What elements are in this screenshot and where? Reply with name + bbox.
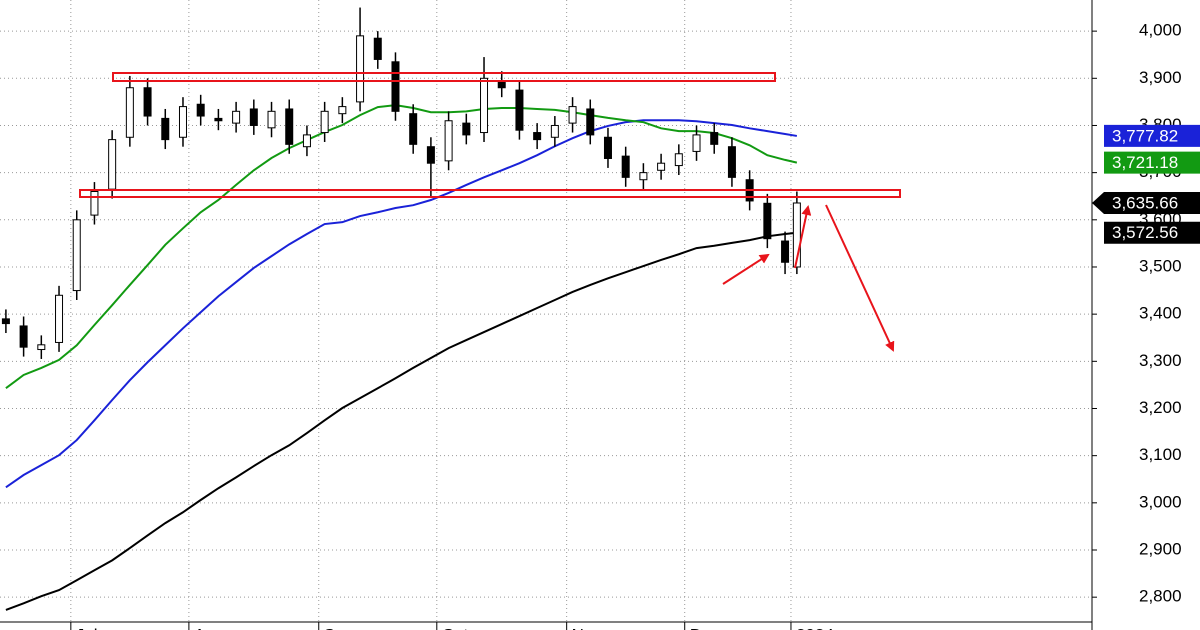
y-tick-label: 3,400 bbox=[1139, 304, 1182, 323]
arrow bbox=[794, 205, 812, 269]
y-tick-label: 4,000 bbox=[1139, 21, 1182, 40]
candle-body bbox=[674, 153, 683, 167]
candle-body bbox=[90, 191, 99, 216]
value-label: 3,572.56 bbox=[1112, 223, 1178, 242]
value-label-box bbox=[1104, 221, 1200, 244]
candle-body bbox=[55, 294, 64, 343]
candle-body bbox=[249, 108, 258, 126]
candle-body bbox=[320, 110, 329, 134]
candle-body bbox=[214, 117, 223, 122]
candle-body bbox=[692, 134, 701, 152]
candle-body bbox=[356, 35, 365, 103]
arrow bbox=[825, 204, 895, 352]
x-tick-label: Oct bbox=[442, 625, 469, 630]
candle-body bbox=[462, 122, 471, 136]
candle-body bbox=[586, 108, 595, 136]
arrow bbox=[722, 253, 770, 285]
candle-body bbox=[108, 139, 117, 190]
candle-body bbox=[763, 202, 772, 240]
last-value-labels: 3,777.82 3,721.18 3,572.56 3,635.66 bbox=[1092, 124, 1200, 244]
value-label: 3,721.18 bbox=[1112, 153, 1178, 172]
y-tick-label: 3,300 bbox=[1139, 351, 1182, 370]
annotations bbox=[79, 72, 901, 352]
candle-body bbox=[792, 202, 801, 268]
candle-body bbox=[568, 106, 577, 124]
candle-body bbox=[196, 103, 205, 117]
candle-body bbox=[639, 172, 648, 181]
candle-body bbox=[373, 37, 382, 60]
candle-body bbox=[302, 134, 311, 148]
candle-body bbox=[143, 87, 152, 117]
candle-body bbox=[409, 113, 418, 145]
moving-averages bbox=[5, 104, 798, 611]
candle-body bbox=[480, 77, 489, 134]
candle-body bbox=[232, 110, 241, 124]
y-tick-label: 2,900 bbox=[1139, 539, 1182, 558]
candle-body bbox=[125, 87, 134, 138]
candle-body bbox=[657, 162, 666, 171]
candle-body bbox=[710, 132, 719, 145]
candle-body bbox=[285, 108, 294, 145]
moving-average-line bbox=[5, 231, 797, 611]
candle-body bbox=[161, 117, 170, 141]
support-zone bbox=[79, 189, 901, 198]
candle-body bbox=[178, 106, 187, 138]
x-tick-label: Nov bbox=[572, 625, 603, 630]
candle-body bbox=[781, 240, 790, 263]
y-tick-label: 3,100 bbox=[1139, 445, 1182, 464]
x-tick-label: Sep bbox=[324, 625, 354, 630]
candle-body bbox=[515, 89, 524, 131]
y-tick-label: 3,200 bbox=[1139, 398, 1182, 417]
candle-body bbox=[426, 146, 435, 164]
resistance-zone bbox=[112, 72, 776, 82]
candle-body bbox=[444, 120, 453, 162]
candle-body bbox=[19, 325, 28, 348]
candles bbox=[1, 7, 801, 359]
candle-body bbox=[37, 344, 46, 351]
moving-average-line bbox=[5, 119, 798, 489]
value-label-box bbox=[1104, 124, 1200, 147]
moving-average-line bbox=[5, 104, 798, 390]
y-tick-label: 3,000 bbox=[1139, 492, 1182, 511]
candle-body bbox=[72, 219, 81, 292]
candle-body bbox=[621, 155, 630, 178]
value-label: 3,635.66 bbox=[1112, 193, 1178, 212]
candle-body bbox=[727, 146, 736, 178]
candle-body bbox=[603, 136, 612, 159]
y-tick-label: 3,500 bbox=[1139, 256, 1182, 275]
candle-body bbox=[550, 124, 559, 138]
value-label: 3,777.82 bbox=[1112, 126, 1178, 145]
x-tick-label: Jul bbox=[76, 625, 98, 630]
y-tick-label: 3,900 bbox=[1139, 68, 1182, 87]
x-tick-label: Aug bbox=[194, 625, 224, 630]
value-label-box bbox=[1104, 151, 1200, 174]
candle-body bbox=[1, 318, 10, 325]
candle-body bbox=[267, 110, 276, 129]
value-label-box bbox=[1092, 191, 1200, 214]
candle-body bbox=[391, 61, 400, 112]
candle-body bbox=[338, 106, 347, 115]
y-tick-label: 2,800 bbox=[1139, 587, 1182, 606]
grid bbox=[0, 0, 1092, 622]
x-tick-label: 2024 bbox=[796, 625, 834, 630]
x-tick-label: Dec bbox=[690, 625, 721, 630]
candle-body bbox=[533, 132, 542, 141]
